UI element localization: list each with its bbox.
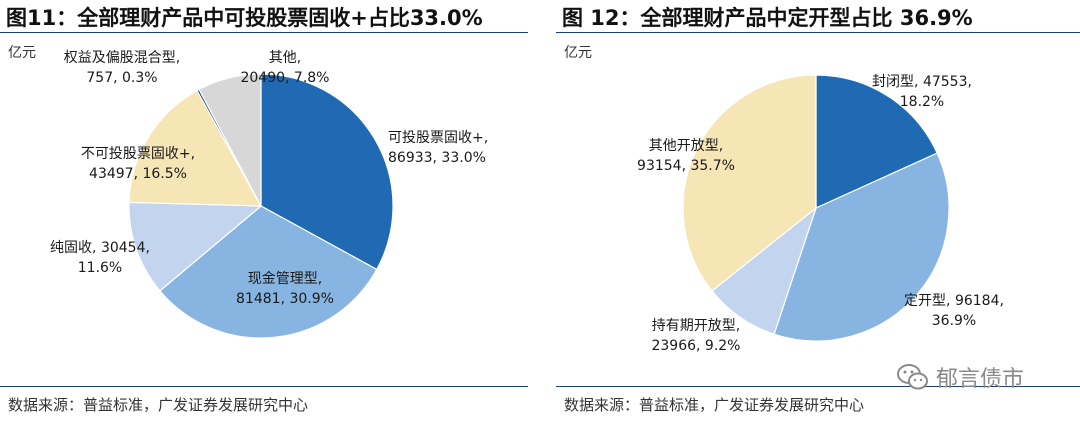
unit-label: 亿元 <box>564 45 592 61</box>
pie-slice <box>773 152 950 342</box>
chart-title: 图11：全部理财产品中可投股票固收+占比33.0% <box>6 6 483 30</box>
slice-label: 其他开放型, 93154, 35.7% <box>637 138 735 174</box>
chart-panel-right: 图 12：全部理财产品中定开型占比 36.9% 亿元 封闭型, 47553, 18… <box>556 0 1080 424</box>
source-note: 数据来源：普益标准，广发证券发展研究中心 <box>8 396 309 414</box>
source-rule <box>0 386 528 387</box>
title-rule <box>0 32 528 33</box>
slice-label: 权益及偏股混合型, 757, 0.3% <box>64 50 180 86</box>
pie-chart-right: 封闭型, 47553, 18.2% 定开型, 96184, 36.9% 持有期开放型, 2… <box>637 74 1004 354</box>
source-note: 数据来源：普益标准，广发证券发展研究中心 <box>564 396 865 414</box>
watermark-text: 郁言债市 <box>936 367 1025 392</box>
slice-label: 持有期开放型, 23966, 9.2% <box>651 318 740 354</box>
slice-label: 封闭型, 47553, 18.2% <box>872 74 972 110</box>
slice-label: 可投股票固收+, 86933, 33.0% <box>388 130 488 166</box>
pie-slice <box>682 74 817 292</box>
pie-slice <box>128 201 263 292</box>
slice-label: 定开型, 96184, 36.9% <box>904 293 1004 329</box>
pie-slice <box>815 74 938 209</box>
wechat-icon <box>897 364 928 390</box>
pie-slice <box>128 89 263 207</box>
slice-label: 其他, 20490, 7.8% <box>240 50 329 86</box>
source-rule <box>556 386 1080 387</box>
slice-label: 纯固收, 30454, 11.6% <box>50 240 150 276</box>
pie-slice <box>260 73 394 271</box>
watermark: 郁言债市 <box>896 360 1024 394</box>
pie-chart-left: 可投股票固收+, 86933, 33.0% 现金管理型, 81481, 30.9% 纯固… <box>50 50 488 339</box>
pie-slice <box>159 205 378 339</box>
slice-label: 现金管理型, 81481, 30.9% <box>236 271 334 307</box>
chart-panel-left: 图11：全部理财产品中可投股票固收+占比33.0% 亿元 可投股票固收+, 869… <box>0 0 528 424</box>
unit-label: 亿元 <box>8 45 36 61</box>
slice-label: 不可投股票固收+, 43497, 16.5% <box>81 146 195 182</box>
title-rule <box>556 32 1080 33</box>
pie-slice <box>198 73 262 207</box>
chart-title: 图 12：全部理财产品中定开型占比 36.9% <box>562 6 973 30</box>
